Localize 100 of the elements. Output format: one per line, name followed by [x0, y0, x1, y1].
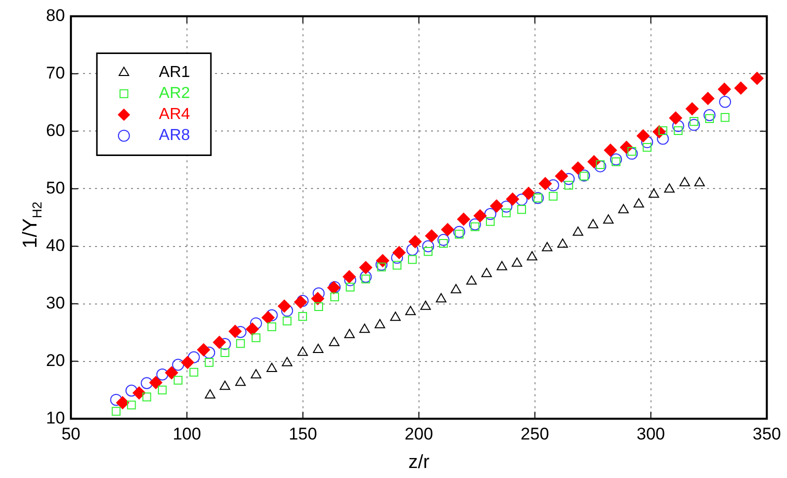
point	[359, 324, 370, 333]
legend-label: AR2	[158, 85, 190, 102]
point	[266, 362, 278, 372]
y-tick-label: 10	[46, 408, 65, 428]
point	[220, 380, 230, 390]
point	[392, 260, 402, 270]
point	[250, 369, 262, 378]
point	[672, 120, 684, 132]
point	[142, 392, 152, 402]
point	[500, 200, 512, 213]
point	[642, 142, 652, 152]
point	[720, 113, 730, 122]
point	[594, 160, 606, 172]
point	[439, 238, 448, 248]
point	[562, 172, 575, 185]
x-tick-label: 100	[172, 424, 202, 444]
point	[149, 376, 162, 390]
x-tick-label: 250	[520, 424, 550, 444]
point	[425, 229, 438, 242]
point	[538, 177, 552, 190]
point	[282, 316, 292, 326]
point	[267, 322, 276, 332]
point	[281, 304, 294, 317]
point	[474, 209, 487, 222]
point	[572, 226, 584, 236]
point	[517, 205, 526, 214]
point	[627, 146, 636, 156]
point	[588, 218, 598, 228]
point	[360, 270, 372, 283]
point	[641, 136, 654, 148]
legend-label: AR4	[158, 106, 190, 124]
point	[656, 132, 669, 145]
point	[664, 183, 675, 193]
point	[674, 126, 683, 136]
point	[392, 246, 406, 260]
point	[314, 302, 324, 312]
point	[127, 400, 136, 410]
point	[125, 384, 138, 397]
point	[516, 194, 528, 206]
point	[390, 312, 401, 321]
point	[484, 208, 496, 220]
point	[408, 235, 422, 248]
point	[204, 389, 216, 398]
point	[496, 260, 508, 270]
y-tick-label: 60	[46, 120, 65, 140]
point	[571, 162, 584, 175]
point	[172, 358, 184, 371]
point	[203, 346, 216, 359]
point	[156, 368, 168, 381]
point	[669, 112, 682, 124]
point	[603, 214, 614, 224]
point	[610, 153, 622, 166]
point	[526, 251, 538, 260]
point	[311, 292, 324, 306]
x-tick-label: 50	[61, 424, 80, 444]
point	[466, 275, 477, 285]
point	[298, 312, 308, 321]
point	[555, 170, 568, 183]
point	[132, 386, 146, 400]
point	[490, 199, 504, 212]
point	[612, 157, 620, 166]
point	[278, 300, 291, 313]
point	[174, 376, 182, 385]
point	[486, 217, 495, 226]
x-tick-label: 200	[404, 424, 434, 444]
point	[547, 179, 560, 192]
point	[648, 188, 660, 198]
point	[294, 296, 308, 309]
y-tick-label: 70	[46, 63, 65, 82]
point	[454, 230, 464, 239]
point	[376, 254, 390, 268]
point	[236, 339, 245, 348]
x-axis-title: z/r	[408, 452, 430, 473]
point	[405, 306, 416, 316]
point	[701, 92, 714, 105]
y-tick-label: 30	[46, 293, 65, 312]
point	[436, 293, 446, 302]
point	[361, 274, 370, 284]
point	[557, 238, 568, 248]
point	[112, 406, 121, 416]
point	[686, 102, 699, 116]
point	[618, 204, 629, 214]
point	[564, 180, 574, 190]
point	[116, 396, 130, 410]
point	[408, 255, 417, 264]
point	[250, 317, 262, 330]
point	[450, 284, 462, 294]
point	[604, 144, 617, 157]
point	[342, 270, 356, 284]
point	[296, 294, 309, 307]
legend-label: AR1	[158, 64, 190, 82]
point	[636, 129, 650, 142]
point	[453, 226, 466, 238]
point	[596, 160, 605, 169]
point	[718, 82, 731, 96]
point	[252, 333, 260, 342]
point	[297, 346, 308, 356]
point	[330, 292, 340, 302]
point	[506, 192, 520, 206]
point	[481, 268, 492, 278]
